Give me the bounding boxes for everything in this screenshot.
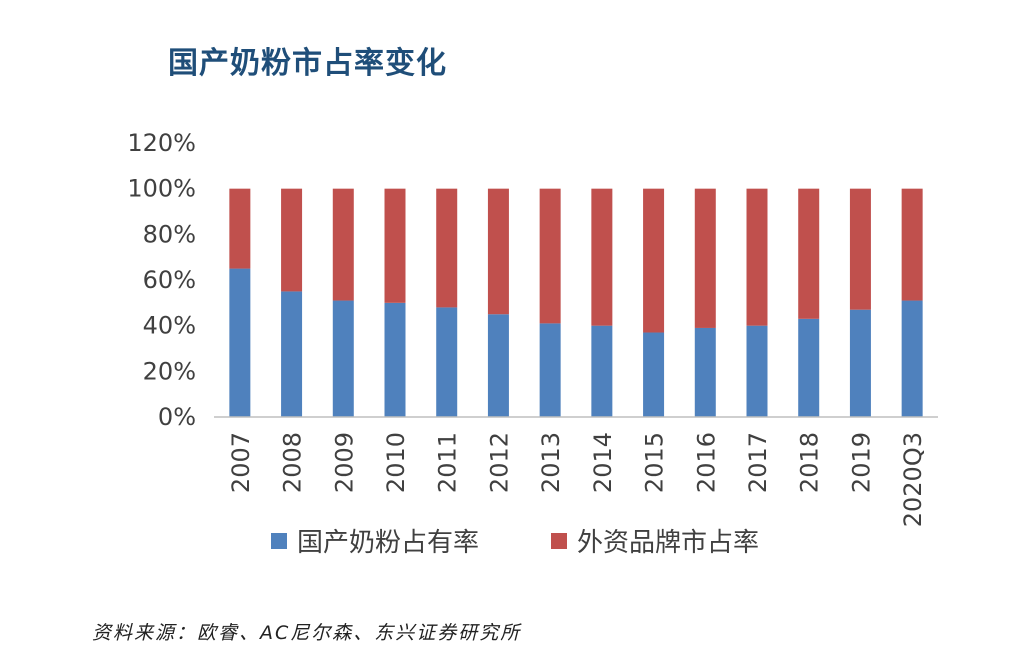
- y-tick-label: 80%: [143, 220, 196, 248]
- bar-domestic: [798, 318, 820, 417]
- bar-domestic: [487, 314, 509, 417]
- bar-foreign: [591, 188, 613, 326]
- bar-domestic: [539, 323, 561, 417]
- y-tick-label: 60%: [143, 266, 196, 294]
- bar-foreign: [384, 188, 406, 303]
- y-tick-label: 0%: [158, 403, 196, 431]
- bar-foreign: [229, 188, 251, 269]
- bar-foreign: [539, 188, 561, 324]
- bar-domestic: [746, 325, 768, 417]
- bar-domestic: [591, 325, 613, 417]
- x-tick-label: 2020Q3: [899, 432, 927, 527]
- bar-domestic: [384, 302, 406, 417]
- bar-foreign: [487, 188, 509, 315]
- bar-domestic: [281, 291, 303, 417]
- bar-domestic: [694, 327, 716, 417]
- bar-domestic: [901, 300, 923, 417]
- y-tick-label: 20%: [143, 357, 196, 385]
- bar-domestic: [229, 268, 251, 417]
- x-tick-label: 2013: [537, 432, 565, 493]
- bar-foreign: [798, 188, 820, 319]
- bar-domestic: [643, 332, 665, 417]
- source-note: 资料来源：欧睿、AC尼尔森、东兴证券研究所: [92, 622, 522, 644]
- bar-foreign: [694, 188, 716, 328]
- x-tick-label: 2011: [434, 432, 462, 493]
- x-tick-label: 2012: [485, 432, 513, 493]
- bar-foreign: [746, 188, 768, 326]
- y-tick-label: 100%: [127, 175, 196, 203]
- x-tick-label: 2017: [744, 432, 772, 493]
- bar-foreign: [281, 188, 303, 292]
- y-tick-label: 120%: [127, 129, 196, 157]
- legend-swatch-foreign: [551, 533, 567, 549]
- y-tick-label: 40%: [143, 312, 196, 340]
- legend-label-domestic: 国产奶粉占有率: [297, 528, 479, 558]
- bar-foreign: [901, 188, 923, 301]
- legend-swatch-domestic: [271, 533, 287, 549]
- chart-title: 国产奶粉市占率变化: [168, 46, 447, 81]
- x-tick-label: 2015: [641, 432, 669, 493]
- bar-domestic: [849, 309, 871, 417]
- x-tick-label: 2009: [330, 432, 358, 493]
- bar-foreign: [332, 188, 354, 301]
- x-tick-label: 2014: [589, 432, 617, 493]
- bar-foreign: [849, 188, 871, 310]
- x-tick-label: 2008: [279, 432, 307, 493]
- x-tick-label: 2007: [227, 432, 255, 493]
- bar-foreign: [643, 188, 665, 333]
- x-tick-label: 2019: [847, 432, 875, 493]
- bar-domestic: [436, 307, 458, 417]
- bar-foreign: [436, 188, 458, 308]
- legend-label-foreign: 外资品牌市占率: [577, 528, 759, 558]
- x-tick-label: 2010: [382, 432, 410, 493]
- x-tick-label: 2016: [692, 432, 720, 493]
- x-tick-label: 2018: [796, 432, 824, 493]
- bar-domestic: [332, 300, 354, 417]
